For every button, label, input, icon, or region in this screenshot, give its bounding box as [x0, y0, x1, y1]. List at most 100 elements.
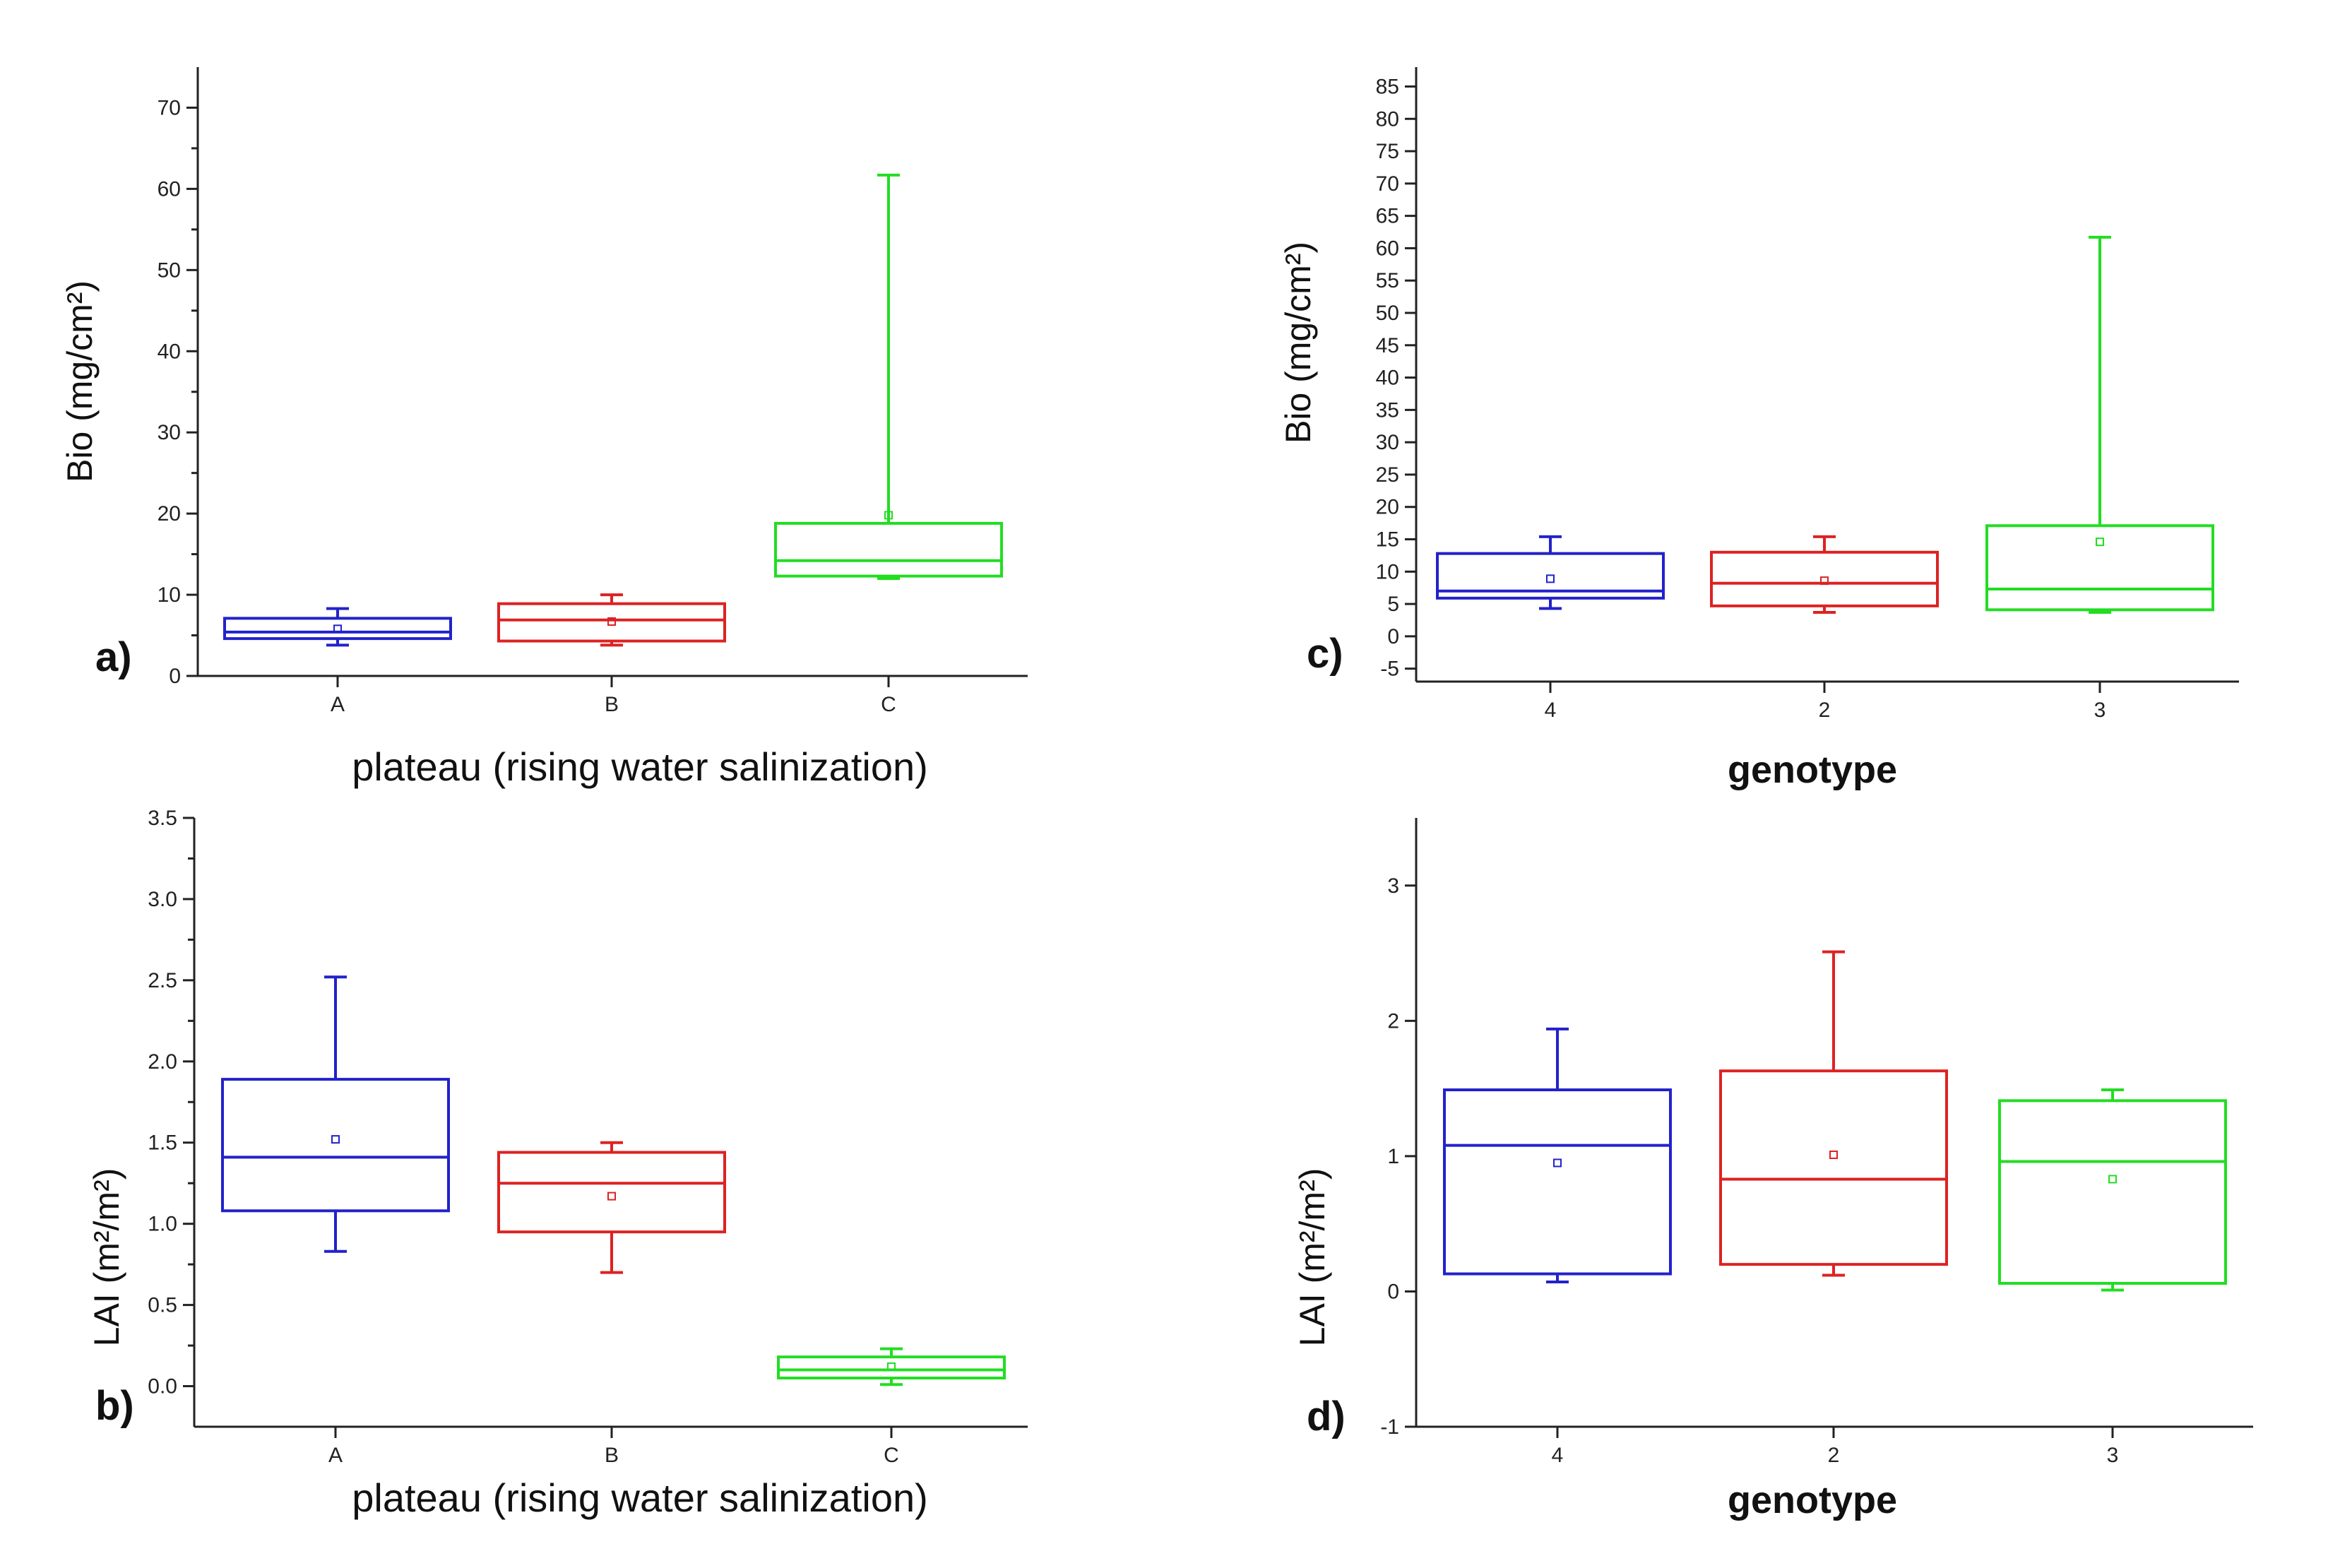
panel-b-ytick-label: 1.5: [148, 1132, 177, 1155]
panel-b-xlabel: plateau (rising water salinization): [352, 1475, 928, 1520]
panel-d-box-4: [1443, 1027, 1672, 1284]
panel-c-ytick-label: 30: [1376, 431, 1399, 454]
panel-b-ytick-label: 0.5: [148, 1294, 177, 1317]
panel-c-ytick-label: 10: [1376, 560, 1399, 583]
mean-marker: [1820, 576, 1829, 586]
panel-d-ytick-label: 3: [1387, 874, 1399, 898]
panel-c-plot-area: -5 0 5 10 15 20 25 30 35 40 45 50 55 60 65 70 75 80 85 4 2 3: [1376, 67, 2239, 722]
panel-a-xtick-label: C: [881, 693, 896, 716]
iqr-box: [1719, 1069, 1948, 1266]
panel-a-xtick-label: B: [605, 693, 619, 716]
panel-d-xlabel: genotype: [1728, 1479, 1897, 1521]
panel-c-ytick-label: 50: [1376, 302, 1399, 325]
panel-b-ytick-label: 1.0: [148, 1213, 177, 1236]
panel-d-ytick-label: -1: [1380, 1415, 1399, 1439]
panel-c-ytick-label: 60: [1376, 237, 1399, 260]
panel-c-ytick-label: 45: [1376, 334, 1399, 357]
panel-b-ytick-label: 3.5: [148, 807, 177, 830]
panel-a-box-B: [497, 593, 726, 647]
iqr-box: [1710, 550, 1939, 607]
panel-b-ytick-label: 2.0: [148, 1050, 177, 1074]
panel-b-lai-plateau: 0.00.51.01.52.02.53.03.5A B C LAI (m²/m²) …: [87, 807, 1028, 1520]
panel-b-ytick-label: 3.0: [148, 888, 177, 911]
panel-c-ytick-label: 85: [1376, 75, 1399, 98]
panel-c-ytick-label: 55: [1376, 269, 1399, 292]
panel-c-ytick-label: -5: [1380, 658, 1399, 681]
iqr-box: [221, 1078, 450, 1213]
panel-a-box-C: [774, 173, 1003, 581]
panel-c-xlabel: genotype: [1728, 749, 1897, 791]
panel-d-xtick-label: 2: [1828, 1444, 1840, 1467]
panel-d-ytick-label: 1: [1387, 1145, 1399, 1168]
panel-c-ytick-label: 15: [1376, 528, 1399, 552]
panel-c-box-3: [1985, 235, 2214, 614]
iqr-box: [1436, 552, 1665, 600]
panel-a-ytick-label: 50: [158, 259, 181, 282]
panel-a-ytick-label: 0: [169, 665, 181, 688]
panel-d-label: d): [1307, 1394, 1346, 1439]
panel-a-ytick-label: 10: [158, 583, 181, 607]
panel-c-box-2: [1710, 535, 1939, 614]
panel-d-ylabel: LAI (m²/m²): [1293, 1168, 1332, 1347]
panel-c-xtick-label: 3: [2094, 699, 2106, 722]
mean-marker: [331, 1135, 340, 1144]
panel-d-box-3: [1998, 1088, 2227, 1292]
panel-b-box-A: [221, 975, 450, 1253]
mean-marker: [607, 617, 616, 626]
panel-c-ytick-label: 70: [1376, 172, 1399, 196]
panel-c-xtick-label: 4: [1545, 699, 1557, 722]
panel-c-ytick-label: 0: [1387, 625, 1399, 648]
panel-a-xtick-label: A: [331, 693, 345, 716]
panel-c-ytick-label: 75: [1376, 140, 1399, 163]
panel-b-box-B: [497, 1141, 726, 1274]
panel-d-xtick-label: 3: [2107, 1444, 2119, 1467]
iqr-box: [223, 617, 452, 641]
panel-c-ytick-label: 35: [1376, 398, 1399, 422]
panel-b-box-C: [777, 1347, 1006, 1386]
iqr-box: [1985, 524, 2214, 612]
iqr-box: [1443, 1088, 1672, 1276]
panel-a-ytick-label: 20: [158, 502, 181, 525]
mean-marker: [2096, 537, 2104, 547]
panel-a-ytick-label: 40: [158, 340, 181, 363]
panel-c-ytick-label: 40: [1376, 367, 1399, 390]
panel-d-ytick-label: 0: [1387, 1280, 1399, 1303]
panel-c-ytick-label: 5: [1387, 593, 1399, 616]
panel-b-xtick-label: A: [328, 1444, 343, 1467]
panel-d-box-2: [1719, 950, 1948, 1277]
iqr-box: [1998, 1099, 2227, 1285]
panel-d-lai-genotype: -1 0 1 2 3 4 2 3 LAI (m²/m²) genotype d): [1293, 818, 2253, 1521]
panel-c-xtick-label: 2: [1819, 699, 1831, 722]
panel-b-ytick-label: 2.5: [148, 969, 177, 992]
panel-d-ytick-label: 2: [1387, 1009, 1399, 1033]
panel-c-ytick-label: 65: [1376, 205, 1399, 228]
panel-c-label: c): [1307, 631, 1343, 677]
panel-d-xtick-label: 4: [1552, 1444, 1564, 1467]
mean-marker: [1546, 574, 1555, 583]
panel-a-ytick-label: 70: [158, 96, 181, 119]
panel-a-bio-plateau: 0 10 20 30 40 50 60 70 A B C Bio (mg/cm²) plateau …: [60, 67, 1028, 789]
panel-b-xtick-label: B: [605, 1444, 619, 1467]
mean-marker: [607, 1192, 616, 1201]
mean-marker: [1829, 1150, 1838, 1159]
mean-marker: [2108, 1175, 2117, 1184]
iqr-box: [777, 1355, 1006, 1380]
panel-b-plot-area: 0.0 0.5 1.0 1.5 2.0 2.5 3.0 3.5 A B C: [148, 807, 1028, 1467]
panel-c-ytick-label: 25: [1376, 463, 1399, 487]
mean-marker: [333, 624, 342, 634]
iqr-box: [497, 1151, 726, 1234]
mean-marker: [1553, 1158, 1562, 1168]
panel-b-ytick-label: 0.0: [148, 1375, 177, 1398]
mean-marker: [887, 1362, 896, 1371]
panel-a-ytick-label: 30: [158, 421, 181, 444]
panel-b-label: b): [95, 1383, 134, 1429]
panel-b-xtick-label: C: [884, 1444, 899, 1467]
panel-d-plot-area: -1 0 1 2 3 4 2 3: [1380, 818, 2253, 1467]
panel-a-xlabel: plateau (rising water salinization): [352, 744, 928, 789]
panel-a-label: a): [95, 634, 132, 680]
panel-a-box-A: [223, 607, 452, 647]
panel-b-ylabel: LAI (m²/m²): [87, 1168, 126, 1347]
